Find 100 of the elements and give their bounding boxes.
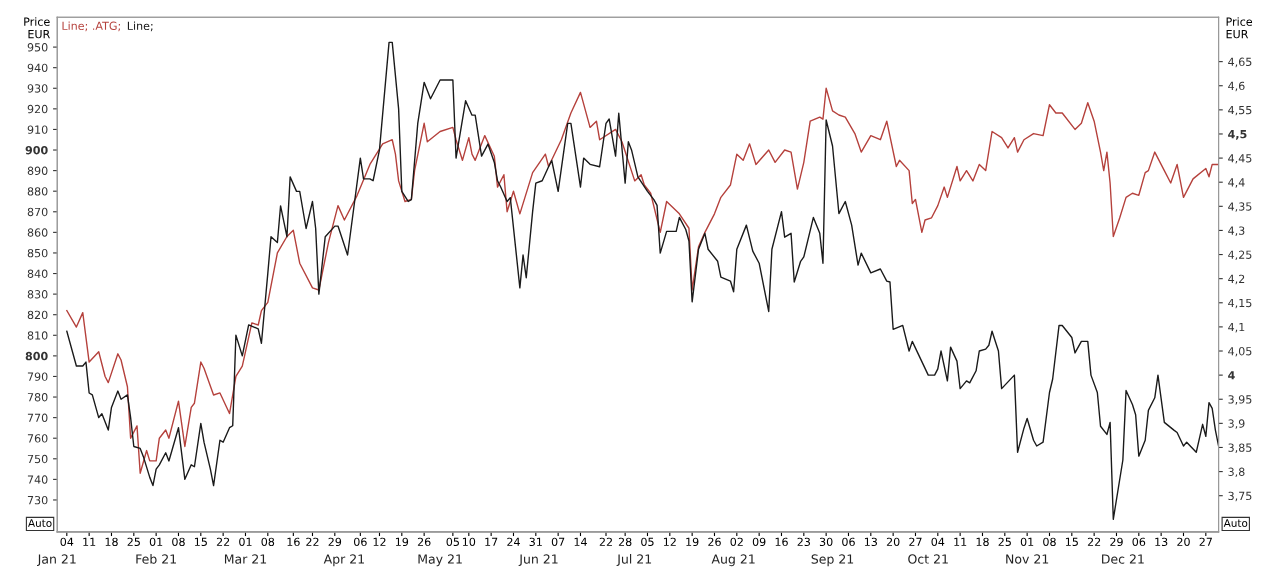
y2-tick-label: 4,3 (1228, 226, 1245, 236)
x-tick-label: 14 (574, 537, 587, 546)
y2-tick-label: 3,9 (1228, 419, 1245, 429)
y2-tick-label: 3,8 (1228, 467, 1245, 478)
x-tick-label: 29 (328, 537, 342, 547)
text: Auto (1223, 519, 1248, 527)
y-tick-label: 800 (25, 351, 48, 361)
x-tick-label: 05 (641, 537, 654, 547)
y-tick-label: 750 (27, 454, 48, 464)
y2-tick-label: 3,85 (1228, 443, 1252, 453)
y-tick-label: 820 (27, 310, 48, 320)
y-tick-label: 940 (27, 63, 48, 73)
x-tick-label: 06 (842, 537, 855, 547)
y2-tick-label: 4,6 (1228, 81, 1245, 92)
x2-tick-label: Jan 21 (37, 554, 76, 567)
y-tick-label: 860 (27, 228, 48, 237)
x-tick-label: 19 (686, 537, 699, 547)
x-tick-label: 28 (618, 537, 632, 547)
y-tick-label: 840 (27, 269, 48, 278)
y2-tick-label: 4,5 (1228, 130, 1247, 140)
y-tick-label: 780 (27, 393, 48, 402)
x-tick-label: 16 (775, 537, 788, 547)
x-tick-label: 13 (864, 537, 877, 547)
y-tick-label: 770 (27, 413, 48, 423)
x-tick-label: 20 (1177, 537, 1190, 547)
y-tick-label: 790 (27, 372, 48, 381)
x2-tick-label: May 21 (418, 554, 462, 567)
x-tick-label: 27 (1199, 537, 1212, 546)
y2-tick-label: 4 (1228, 371, 1235, 380)
x-tick-label: 06 (1132, 537, 1146, 547)
y-tick-label: 900 (25, 146, 48, 155)
x-tick-label: 01 (239, 537, 252, 547)
x-tick-label: 12 (663, 537, 676, 546)
x-tick-label: 20 (886, 537, 900, 547)
x-tick-label: 24 (507, 537, 520, 546)
x-tick-label: 18 (976, 537, 989, 547)
x-tick-label: 27 (909, 537, 922, 546)
x-tick-label: 11 (83, 537, 96, 546)
x-tick-label: 22 (1087, 537, 1101, 546)
y2-tick-label: 4,2 (1228, 274, 1245, 285)
y2-tick-label: 4,4 (1228, 178, 1245, 188)
x-tick-label: 31 (529, 537, 542, 547)
y-tick-label: 890 (27, 166, 48, 175)
y-tick-label: 950 (27, 43, 48, 52)
x-tick-label: 05 (446, 537, 459, 547)
y-axis-title: Price EUR (24, 17, 50, 39)
x-tick-label: 19 (395, 537, 409, 547)
x2-tick-label: Apr 21 (323, 554, 364, 567)
x2-tick-label: Jul 21 (616, 554, 652, 567)
y2-tick-label: 3,95 (1228, 395, 1252, 405)
y-tick-label: 850 (27, 248, 48, 258)
x-tick-label: 22 (306, 537, 319, 546)
x-tick-label: 18 (105, 537, 118, 547)
x-tick-label: 08 (172, 537, 185, 547)
y2-tick-label: 4,05 (1228, 346, 1252, 357)
x-tick-label: 09 (752, 537, 766, 547)
y2-axis-title: Price EUR (1226, 17, 1253, 39)
y-tick-label: 910 (27, 125, 48, 134)
y-tick-label: 830 (27, 290, 48, 299)
x2-tick-label: Dec 21 (1102, 554, 1144, 564)
x2-tick-label: Feb 21 (136, 554, 176, 564)
x-tick-label: 04 (60, 537, 74, 547)
x-tick-label: 06 (354, 537, 367, 547)
x2-tick-label: Sep 21 (811, 554, 854, 567)
x-tick-label: 17 (485, 537, 498, 546)
x-tick-label: 12 (373, 537, 386, 546)
x-tick-label: 26 (417, 537, 431, 547)
y-tick-label: 810 (27, 331, 48, 340)
x-tick-label: 10 (462, 537, 476, 547)
y-tick-label: 880 (27, 187, 48, 196)
text: Line; (127, 21, 153, 32)
x2-tick-label: Nov 21 (1006, 554, 1049, 564)
x-tick-label: 07 (551, 537, 565, 547)
x-tick-label: 25 (998, 537, 1011, 547)
text: Auto (28, 519, 52, 527)
x-tick-label: 08 (261, 537, 275, 547)
x-tick-label: 08 (1043, 537, 1056, 547)
x-tick-label: 25 (127, 537, 140, 547)
x2-tick-label: Mar 21 (224, 554, 267, 564)
x-tick-label: 15 (1065, 537, 1078, 547)
x-tick-label: 01 (149, 537, 163, 547)
x-tick-label: 30 (819, 537, 833, 547)
y2-tick-label: 4,15 (1228, 298, 1252, 309)
y-tick-label: 920 (27, 104, 48, 114)
y2-tick-label: 4,45 (1228, 154, 1252, 164)
x-tick-label: 23 (797, 537, 810, 547)
text: Line; .ATG; (62, 21, 120, 32)
x-tick-label: 22 (216, 537, 230, 546)
y2-tick-label: 4,55 (1228, 105, 1252, 116)
x-tick-label: 22 (599, 537, 612, 546)
x-tick-label: 11 (954, 537, 967, 546)
y-tick-label: 760 (27, 434, 48, 443)
x2-tick-label: Jun 21 (518, 554, 558, 567)
y2-tick-label: 4,1 (1228, 323, 1245, 333)
x-tick-label: 15 (194, 537, 207, 547)
y-tick-label: 930 (27, 84, 48, 93)
x2-tick-label: Oct 21 (908, 554, 948, 564)
x-tick-label: 04 (931, 537, 945, 547)
y2-tick-label: 3,75 (1228, 491, 1252, 502)
y2-tick-label: 4,35 (1228, 202, 1252, 212)
